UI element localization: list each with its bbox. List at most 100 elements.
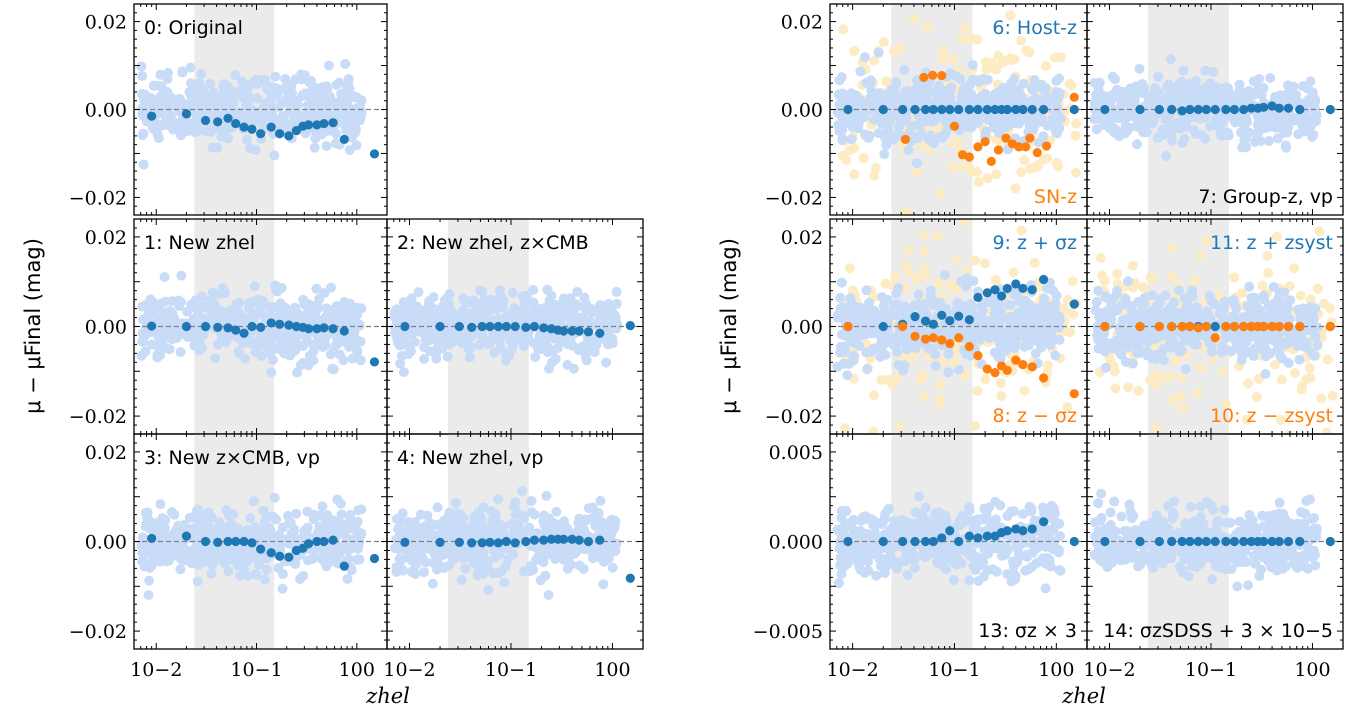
background-point: [141, 98, 152, 109]
background-point: [611, 286, 622, 297]
data-point-blue: [558, 326, 569, 336]
background-point: [837, 135, 848, 146]
background-point: [244, 298, 255, 309]
background-point: [465, 341, 476, 352]
data-point-orange: [949, 121, 960, 131]
background-point-orange: [970, 255, 981, 266]
panel-label: 7: Group-z, vp: [1198, 186, 1333, 208]
data-point-orange: [1041, 141, 1052, 151]
background-point: [177, 66, 188, 77]
background-point: [458, 553, 469, 564]
background-point: [1249, 136, 1260, 147]
background-point: [998, 82, 1009, 93]
background-point: [155, 69, 166, 80]
background-point: [581, 355, 592, 366]
background-point: [1307, 103, 1318, 114]
background-point: [917, 92, 928, 103]
background-point: [855, 66, 866, 77]
data-point-blue: [369, 149, 380, 159]
background-point: [503, 544, 514, 555]
background-point: [1089, 114, 1100, 125]
background-point: [1295, 117, 1306, 128]
background-point: [207, 142, 218, 153]
background-point-orange: [1058, 303, 1069, 314]
background-point: [408, 542, 419, 553]
background-point: [493, 313, 504, 324]
background-point-orange: [838, 24, 849, 35]
background-point: [310, 133, 321, 144]
background-point: [945, 85, 956, 96]
background-point: [510, 497, 521, 508]
background-point: [500, 329, 511, 340]
background-point: [419, 353, 430, 364]
background-point: [139, 89, 150, 100]
data-point-blue: [231, 118, 241, 129]
background-point: [190, 84, 201, 95]
data-point-blue: [1246, 103, 1256, 113]
background-point: [275, 114, 286, 125]
background-point: [321, 141, 332, 152]
background-point: [402, 329, 413, 340]
data-point-blue: [595, 328, 605, 338]
background-point-orange: [946, 162, 957, 173]
background-point: [489, 347, 500, 358]
background-point: [530, 352, 541, 363]
background-point-orange: [980, 374, 991, 385]
background-point: [326, 520, 337, 531]
background-point: [285, 350, 296, 361]
background-point: [352, 347, 363, 358]
background-point: [999, 91, 1010, 102]
data-point-blue: [898, 104, 908, 115]
background-point: [837, 111, 848, 122]
data-point-blue: [1325, 104, 1335, 115]
background-point: [1030, 348, 1041, 359]
background-point: [174, 93, 185, 104]
data-point-orange: [1025, 133, 1035, 143]
background-point: [176, 270, 187, 281]
background-point: [167, 120, 178, 131]
background-point: [170, 101, 181, 112]
background-point: [1009, 74, 1020, 85]
background-point: [449, 520, 460, 531]
data-point-blue: [275, 551, 285, 561]
background-point: [459, 296, 470, 307]
background-point-orange: [991, 169, 1002, 180]
panel-7: 7: Group-z, vp: [1086, 3, 1344, 216]
background-point: [457, 307, 468, 318]
data-point-blue: [1229, 104, 1239, 115]
background-point: [352, 516, 363, 527]
background-point: [1163, 79, 1174, 90]
background-point: [228, 304, 239, 315]
y-tick-label: 0.00: [85, 317, 127, 339]
background-point-orange: [951, 254, 962, 265]
background-point: [288, 525, 299, 536]
background-point: [484, 337, 495, 348]
background-point-orange: [1016, 167, 1027, 178]
data-point-blue: [501, 321, 511, 332]
background-point: [527, 564, 538, 575]
background-point: [325, 282, 336, 293]
background-point: [546, 357, 557, 368]
background-point-orange: [935, 188, 946, 199]
data-point-blue: [200, 536, 211, 547]
background-point-orange: [995, 378, 1006, 389]
x-tick-label: 100: [339, 659, 375, 681]
data-point-blue: [937, 104, 947, 115]
background-point: [1264, 136, 1275, 147]
background-point: [157, 513, 168, 524]
background-point: [460, 563, 471, 574]
background-point: [233, 346, 244, 357]
data-point-blue: [529, 321, 539, 332]
data-point-blue: [339, 326, 349, 336]
data-point-blue: [275, 129, 285, 139]
data-point-orange: [1001, 133, 1011, 143]
background-point: [551, 519, 562, 530]
data-point-blue: [328, 535, 338, 545]
data-point-orange: [927, 70, 938, 80]
background-point: [494, 285, 505, 296]
data-point-blue: [435, 537, 445, 547]
background-point: [567, 340, 578, 351]
data-point-blue: [284, 552, 294, 562]
background-point: [526, 496, 537, 507]
background-point: [1200, 65, 1211, 76]
